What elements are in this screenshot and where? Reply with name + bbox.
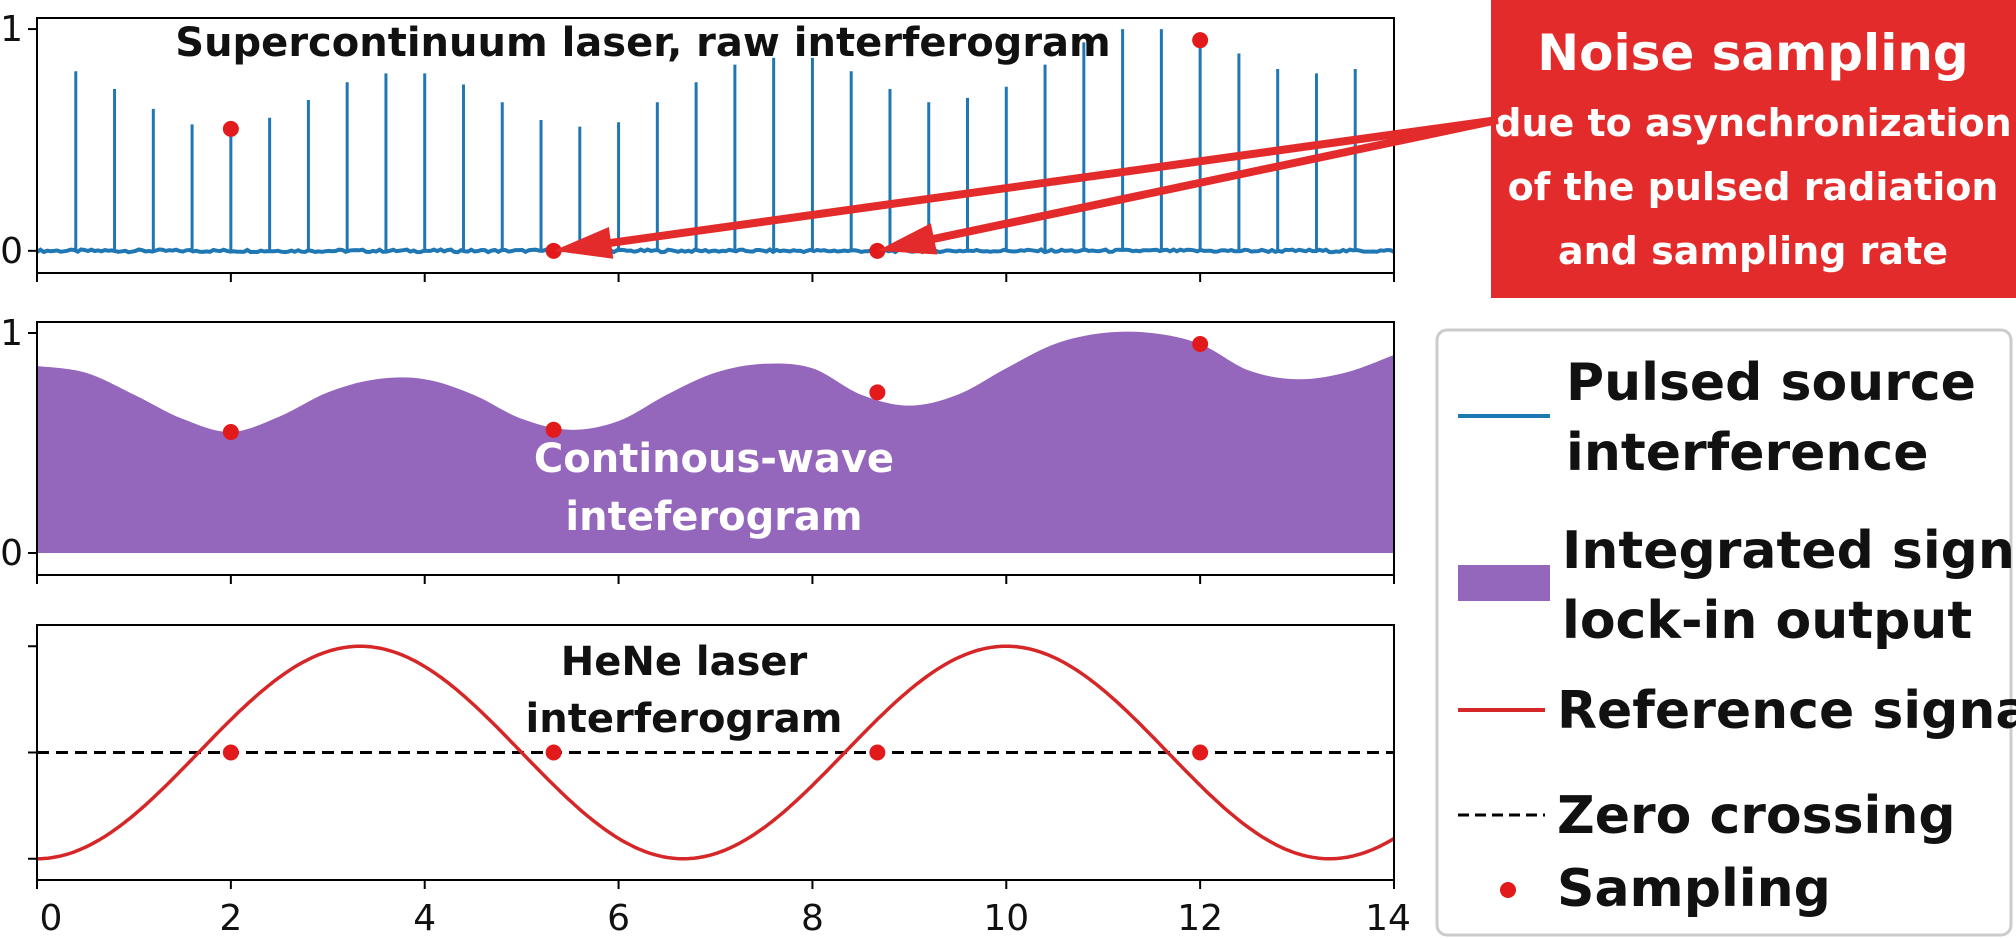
cw-label-line1: Continous-wave	[534, 436, 894, 482]
panel-3-sampling-points	[222, 744, 1209, 761]
sampling-point	[222, 424, 239, 440]
noise-note-arrows	[553, 116, 1499, 259]
sampling-point	[545, 744, 562, 761]
x-tick-label: 6	[607, 898, 630, 938]
supercontinuum-title: Supercontinuum laser, raw interferogram	[175, 20, 1110, 66]
sampling-point	[222, 120, 239, 137]
sampling-point	[869, 384, 886, 401]
sampling-point	[545, 242, 562, 259]
legend-sampling-label: Sampling	[1557, 859, 1831, 919]
panel-2-x-ticks	[36, 575, 1395, 584]
y-tick-label: 1	[0, 9, 23, 50]
legend-pulsed-line1: Pulsed source	[1566, 353, 1976, 413]
panel-2-integrated-signal: Continous-wave inteferogram 01	[0, 313, 1395, 584]
panel-3-x-ticks: 0 2 4 6 8 10 12 14	[36, 880, 1411, 938]
legend-zero-label: Zero crossing	[1557, 786, 1956, 846]
sampling-point	[1192, 32, 1209, 49]
legend-frame	[1435, 328, 2013, 937]
x-tick-label: 10	[983, 898, 1029, 938]
noise-note-box	[1491, 0, 2016, 298]
panel-2-y-ticks: 01	[0, 313, 37, 574]
legend-reference-label: Reference signal	[1557, 681, 2016, 741]
panel-1-raw-interferogram: Supercontinuum laser, raw interferogram …	[0, 9, 1395, 282]
sampling-point	[869, 744, 886, 761]
hene-label-line1: HeNe laser	[561, 639, 808, 685]
reference-signal-curve	[37, 644, 1394, 861]
sampling-point	[545, 421, 562, 438]
noise-arrow	[553, 116, 1499, 259]
noise-note-line2: of the pulsed radiation	[1508, 165, 1999, 209]
hene-label-line2: interferogram	[526, 696, 843, 742]
noise-arrow	[877, 116, 1499, 255]
x-tick-label: 14	[1365, 898, 1411, 938]
sampling-point	[1192, 744, 1209, 761]
panel-2-sampling-points	[222, 336, 1209, 440]
noise-sampling-note: Noise sampling due to asynchronization o…	[553, 0, 2016, 298]
noise-note-line3: and sampling rate	[1558, 229, 1948, 273]
legend-integrated-line1: Integrated signal	[1562, 521, 2016, 581]
x-tick-label: 8	[801, 898, 824, 938]
sampling-point	[869, 242, 886, 259]
panel-1-y-ticks: 01	[0, 9, 37, 272]
cw-label-line2: inteferogram	[565, 494, 862, 540]
integrated-signal-area	[37, 331, 1394, 553]
pulsed-baseline	[35, 247, 1395, 255]
panel-1-sampling-points	[222, 32, 1209, 259]
x-tick-label: 4	[413, 898, 436, 938]
sampling-point	[222, 744, 239, 761]
noise-note-title: Noise sampling	[1537, 24, 1968, 82]
panel-3-reference: HeNe laser interferogram 0 2 4 6 8 10 12 14	[28, 624, 1411, 938]
legend-integrated-line2: lock-in output	[1562, 591, 1972, 651]
sampling-point	[1192, 336, 1209, 352]
panel-2-frame	[36, 321, 1395, 576]
y-tick-label: 1	[0, 313, 23, 354]
x-tick-label: 0	[40, 898, 63, 938]
legend-sampling-marker	[1500, 882, 1516, 898]
x-tick-label: 12	[1177, 898, 1223, 938]
panel-3-y-ticks	[28, 645, 37, 860]
y-tick-label: 0	[0, 231, 23, 272]
legend: Pulsed source interference Integrated si…	[1435, 328, 2016, 937]
legend-pulsed-line2: interference	[1566, 423, 1929, 483]
legend-integrated-swatch	[1458, 565, 1550, 601]
x-tick-label: 2	[219, 898, 242, 938]
y-tick-label: 0	[0, 533, 23, 574]
noise-note-line1: due to asynchronization	[1494, 101, 2011, 145]
panel-1-x-ticks	[36, 273, 1395, 282]
